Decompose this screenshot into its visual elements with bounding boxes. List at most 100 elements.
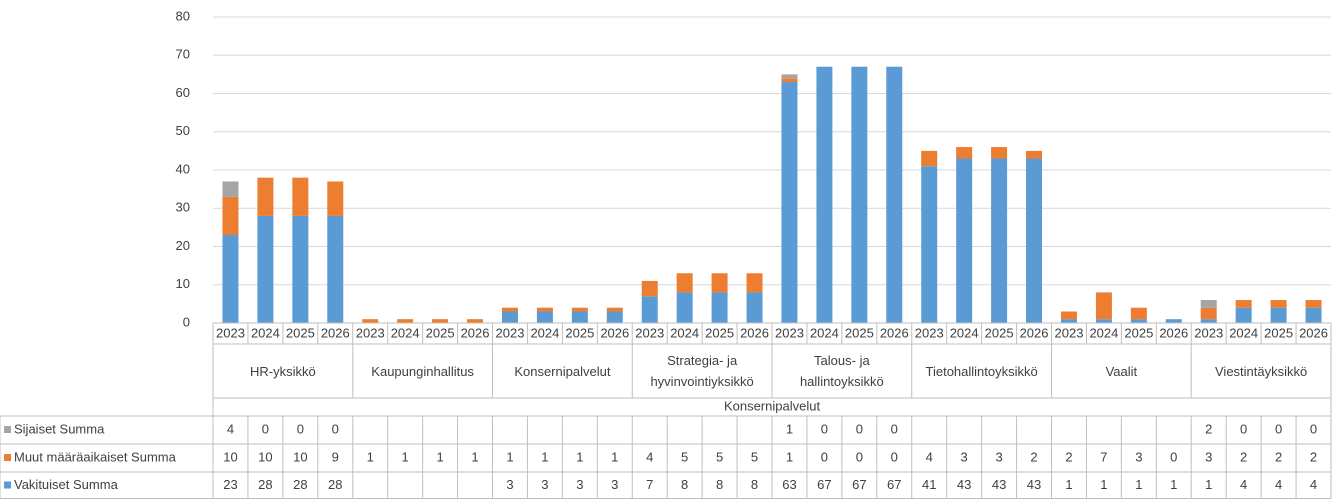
- bar-segment: [1200, 307, 1217, 320]
- table-cell: 0: [891, 449, 898, 464]
- table-cell: 1: [1170, 477, 1177, 492]
- bar-segment: [257, 177, 274, 216]
- bar-segment: [1235, 300, 1252, 308]
- bar-segment: [921, 166, 938, 323]
- x-tick-label: 2024: [1089, 325, 1118, 340]
- bar-segment: [1270, 300, 1287, 308]
- x-tick-label: 2025: [1124, 325, 1153, 340]
- bar-segment: [571, 311, 588, 323]
- table-cell: 0: [332, 421, 339, 436]
- bar-segment: [711, 292, 728, 323]
- bar-segment: [781, 78, 798, 83]
- y-tick-label: 10: [176, 276, 190, 291]
- table-cell: 5: [751, 449, 758, 464]
- x-tick-label: 2025: [1264, 325, 1293, 340]
- y-tick-label: 20: [176, 238, 190, 253]
- bar-segment: [222, 235, 239, 323]
- bar-segment: [676, 292, 693, 323]
- y-tick-label: 40: [176, 161, 190, 176]
- table-cell: 23: [223, 477, 237, 492]
- table-cell: 2: [1205, 421, 1212, 436]
- y-tick-label: 50: [176, 123, 190, 138]
- table-cell: 8: [716, 477, 723, 492]
- bar-segment: [1305, 307, 1322, 323]
- table-cell: 1: [471, 449, 478, 464]
- table-cell: 0: [1170, 449, 1177, 464]
- table-cell: 8: [751, 477, 758, 492]
- bar-segment: [641, 280, 658, 297]
- x-tick-label: 2025: [985, 325, 1014, 340]
- table-cell: 2: [1030, 449, 1037, 464]
- table-cell: 3: [541, 477, 548, 492]
- table-cell: 1: [541, 449, 548, 464]
- table-cell: 1: [506, 449, 513, 464]
- bar-segment: [921, 150, 938, 167]
- bar-segment: [257, 215, 274, 323]
- y-tick-label: 60: [176, 85, 190, 100]
- group-label: Tietohallintoyksikkö: [925, 363, 1038, 379]
- x-tick-label: 2024: [530, 325, 559, 340]
- table-cell: 0: [856, 449, 863, 464]
- group-label-box: Vaalit: [1106, 364, 1138, 379]
- bar-segment: [781, 74, 798, 79]
- legend-label: Sijaiset Summa: [14, 421, 105, 436]
- x-tick-label: 2026: [740, 325, 769, 340]
- x-tick-label: 2023: [1194, 325, 1223, 340]
- table-cell: 0: [821, 449, 828, 464]
- table-cell: 10: [258, 449, 272, 464]
- bar-segment: [222, 196, 239, 236]
- y-tick-label: 0: [183, 314, 190, 329]
- x-tick-label: 2026: [1299, 325, 1328, 340]
- table-cell: 1: [436, 449, 443, 464]
- table-cell: 67: [887, 477, 901, 492]
- group-label: Strategia- ja hyvinvointiyksikkö: [650, 353, 754, 389]
- bar-segment: [222, 181, 239, 197]
- table-cell: 10: [293, 449, 307, 464]
- x-tick-label: 2023: [915, 325, 944, 340]
- group-label: Konsernipalvelut: [514, 363, 611, 379]
- table-cell: 0: [1310, 421, 1317, 436]
- x-tick-label: 2026: [1159, 325, 1188, 340]
- table-cell: 67: [817, 477, 831, 492]
- table-cell: 0: [1275, 421, 1282, 436]
- bar-segment: [641, 296, 658, 323]
- group-label-box: Tietohallintoyksikkö: [925, 363, 1038, 379]
- table-cell: 3: [995, 449, 1002, 464]
- table-cell: 0: [297, 421, 304, 436]
- x-tick-label: 2024: [1229, 325, 1258, 340]
- bar-segment: [397, 319, 414, 323]
- bar-segment: [606, 307, 623, 312]
- table-cell: 43: [1027, 477, 1041, 492]
- bar-segment: [467, 319, 484, 323]
- x-tick-label: 2024: [391, 325, 420, 340]
- bar-segment: [991, 147, 1008, 159]
- x-tick-label: 2024: [251, 325, 280, 340]
- bar-segment: [1026, 150, 1043, 159]
- bar-segment: [362, 319, 379, 323]
- bar-segment: [292, 177, 309, 216]
- bar-segment: [1060, 319, 1077, 323]
- table-cell: 3: [576, 477, 583, 492]
- bar-segment: [1200, 300, 1217, 308]
- x-tick-label: 2026: [880, 325, 909, 340]
- bar-segment: [292, 215, 309, 323]
- bar-segment: [956, 158, 973, 323]
- table-cell: 43: [957, 477, 971, 492]
- table-cell: 5: [716, 449, 723, 464]
- x-tick-label: 2026: [321, 325, 350, 340]
- table-cell: 7: [646, 477, 653, 492]
- x-tick-label: 2024: [950, 325, 979, 340]
- table-cell: 7: [1100, 449, 1107, 464]
- table-cell: 2: [1240, 449, 1247, 464]
- x-tick-label: 2023: [356, 325, 385, 340]
- table-cell: 4: [1275, 477, 1282, 492]
- x-tick-label: 2026: [600, 325, 629, 340]
- table-cell: 3: [1135, 449, 1142, 464]
- table-cell: 28: [258, 477, 272, 492]
- table-cell: 1: [367, 449, 374, 464]
- bar-segment: [432, 319, 449, 323]
- table-cell: 3: [1205, 449, 1212, 464]
- y-tick-label: 80: [176, 8, 190, 23]
- bar-segment: [1130, 307, 1147, 320]
- bar-segment: [1165, 319, 1182, 323]
